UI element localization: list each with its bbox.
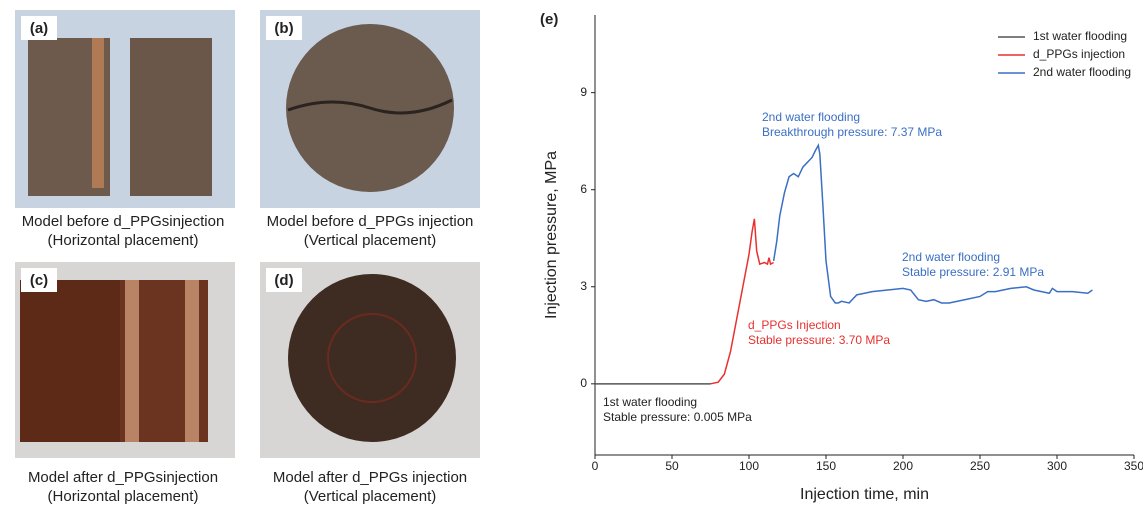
panel-label-box bbox=[21, 16, 57, 40]
series-line bbox=[772, 143, 1093, 304]
annotation: 1st water flooding bbox=[603, 395, 697, 409]
panel-label: (b) bbox=[274, 20, 293, 37]
panel-label: (e) bbox=[540, 11, 558, 28]
caption: (Vertical placement) bbox=[304, 232, 437, 249]
annotation: Stable pressure: 2.91 MPa bbox=[902, 265, 1044, 279]
annotation: 2nd water flooding bbox=[762, 110, 860, 124]
photo-a bbox=[15, 10, 235, 208]
y-tick-label: 6 bbox=[580, 182, 587, 196]
x-tick-label: 350 bbox=[1124, 459, 1143, 473]
photo-c bbox=[15, 262, 235, 458]
x-tick-label: 100 bbox=[739, 459, 759, 473]
annotation: Breakthrough pressure: 7.37 MPa bbox=[762, 125, 942, 139]
caption: Model after d_PPGs injection bbox=[273, 469, 467, 486]
caption: (Vertical placement) bbox=[304, 488, 437, 505]
caption: Model before d_PPGsinjection bbox=[22, 213, 225, 230]
panel-label-box bbox=[266, 268, 302, 292]
panel-label: (c) bbox=[30, 272, 48, 289]
chart: 0 50 100 150 200 250 300 350 0 3 6 9 Injection time,… bbox=[540, 11, 1143, 503]
legend-label: 1st water flooding bbox=[1033, 29, 1127, 43]
x-axis-label: Injection time, min bbox=[800, 486, 929, 503]
panel-label-box bbox=[21, 268, 57, 292]
photo-d bbox=[260, 262, 480, 458]
panel-label: (d) bbox=[274, 272, 293, 289]
x-tick-label: 50 bbox=[665, 459, 679, 473]
series-line bbox=[710, 218, 774, 385]
caption: Model after d_PPGsinjection bbox=[28, 469, 218, 486]
caption: (Horizontal placement) bbox=[48, 488, 199, 505]
y-tick-label: 3 bbox=[580, 279, 587, 293]
annotation: Stable pressure: 0.005 MPa bbox=[603, 410, 752, 424]
annotation: 2nd water flooding bbox=[902, 250, 1000, 264]
y-tick-label: 0 bbox=[580, 376, 587, 390]
caption: (Horizontal placement) bbox=[48, 232, 199, 249]
panels: (a) Model before d_PPGsinjection (Horizont… bbox=[21, 16, 473, 505]
x-tick-label: 150 bbox=[816, 459, 836, 473]
photo-b bbox=[260, 10, 480, 208]
annotation: d_PPGs Injection bbox=[748, 318, 841, 332]
panel-label: (a) bbox=[30, 20, 48, 37]
x-tick-label: 250 bbox=[970, 459, 990, 473]
x-tick-label: 200 bbox=[893, 459, 913, 473]
caption: Model before d_PPGs injection bbox=[267, 213, 474, 230]
x-tick-label: 300 bbox=[1047, 459, 1067, 473]
x-tick-label: 0 bbox=[592, 459, 599, 473]
annotation: Stable pressure: 3.70 MPa bbox=[748, 333, 890, 347]
panel-label-box bbox=[266, 16, 302, 40]
legend-label: 2nd water flooding bbox=[1033, 65, 1131, 79]
y-tick-label: 9 bbox=[580, 85, 587, 99]
y-axis-label: Injection pressure, MPa bbox=[543, 151, 560, 319]
legend-label: d_PPGs injection bbox=[1033, 47, 1125, 61]
